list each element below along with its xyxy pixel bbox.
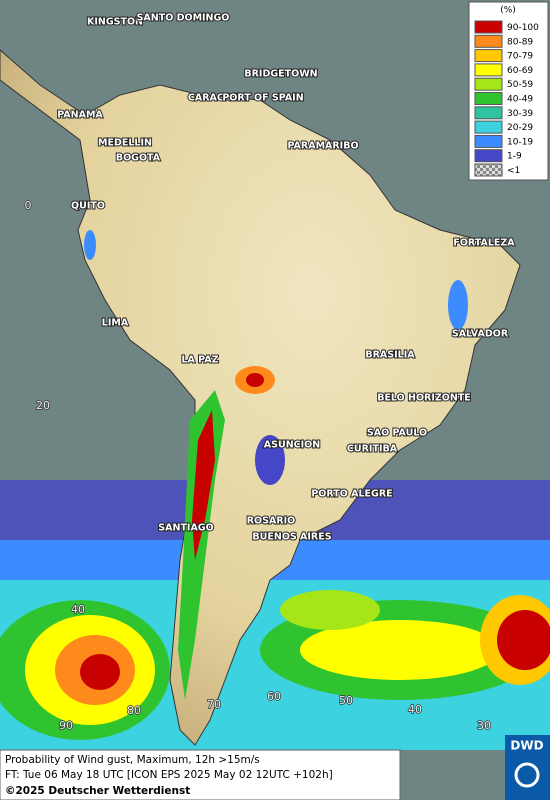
- place-label: MEDELLIN: [98, 138, 152, 149]
- footer-line: ©2025 Deutscher Wetterdienst: [5, 785, 190, 797]
- wind-field-land: [84, 230, 468, 700]
- legend-label: 30-39: [507, 109, 533, 119]
- southern-field: [0, 480, 550, 750]
- place-label: QUITO: [71, 201, 105, 212]
- legend-swatch: [474, 163, 503, 177]
- logo-icon: [514, 762, 540, 788]
- place-label: BELO HORIZONTE: [377, 393, 471, 404]
- legend-label: 50-59: [507, 80, 533, 90]
- legend-unit: (%): [500, 6, 516, 16]
- place-label: SALVADOR: [452, 329, 509, 340]
- legend-label: 70-79: [507, 52, 533, 62]
- place-label: FORTALEZA: [453, 238, 515, 249]
- logo-box: [505, 735, 550, 800]
- legend-swatch: [474, 92, 503, 105]
- legend-label: 40-49: [507, 95, 533, 105]
- legend-label: <1: [507, 166, 520, 176]
- legend-swatch: [474, 134, 503, 148]
- legend-swatch: [474, 34, 503, 48]
- legend: 90-100 80-89 70-79 60-69 50-59 40-49 30-39 20-2…: [474, 20, 539, 177]
- place-label: CARACAS: [188, 93, 238, 104]
- place-label: SANTO DOMINGO: [137, 13, 230, 24]
- place-label: LA PAZ: [181, 355, 218, 366]
- grid-label: 20: [36, 399, 50, 412]
- grid-label: 30: [477, 719, 491, 732]
- place-label: BUENOS AIRES: [252, 532, 331, 543]
- place-label: SANTIAGO: [158, 523, 213, 534]
- legend-label: 90-100: [507, 23, 539, 33]
- place-label: PORTO ALEGRE: [311, 489, 392, 500]
- legend-swatch: [474, 20, 503, 34]
- place-label: SAO PAULO: [367, 428, 427, 439]
- legend-label: 10-19: [507, 137, 533, 147]
- legend-swatch: [474, 63, 503, 77]
- place-label: PORT OF SPAIN: [222, 93, 303, 104]
- logo: DWD: [510, 739, 543, 753]
- grid-label: 60: [267, 690, 281, 703]
- place-label: BRASILIA: [365, 350, 415, 361]
- place-label: BRIDGETOWN: [244, 69, 317, 80]
- place-label: BOGOTA: [116, 153, 161, 164]
- legend-label: 1-9: [507, 152, 522, 162]
- place-label: PANAMA: [57, 110, 103, 121]
- place-label: PARAMARIBO: [287, 141, 358, 152]
- place-label: ASUNCION: [264, 440, 320, 451]
- grid-labels: 0 20 40 90 80 70 60 50 40 30: [24, 198, 492, 733]
- legend-swatch: [474, 149, 503, 163]
- grid-label: 40: [408, 703, 422, 716]
- grid-label: 90: [59, 719, 73, 732]
- grid-label: 70: [207, 698, 221, 711]
- place-label: LIMA: [102, 318, 129, 329]
- legend-swatch: [474, 106, 503, 120]
- place-label: ROSARIO: [247, 516, 296, 527]
- legend-label: 20-29: [507, 123, 533, 133]
- place-label: KINGSTON: [87, 17, 143, 28]
- continent: [0, 49, 521, 746]
- footer-box: [0, 749, 401, 800]
- legend-label: 80-89: [507, 37, 533, 47]
- place-label: CURITIBA: [347, 444, 398, 455]
- grid-label: 0: [25, 199, 32, 212]
- legend-swatch: [474, 49, 503, 63]
- footer-line: FT: Tue 06 May 18 UTC [ICON EPS 2025 May…: [5, 769, 333, 781]
- grid-label: 50: [339, 694, 353, 707]
- legend-swatch: [474, 120, 503, 134]
- legend-swatch: [474, 77, 503, 91]
- legend-label: 60-69: [507, 66, 533, 76]
- grid-label: 80: [127, 704, 141, 717]
- grid-label: 40: [71, 603, 85, 616]
- footer-line: Probability of Wind gust, Maximum, 12h >…: [5, 754, 260, 766]
